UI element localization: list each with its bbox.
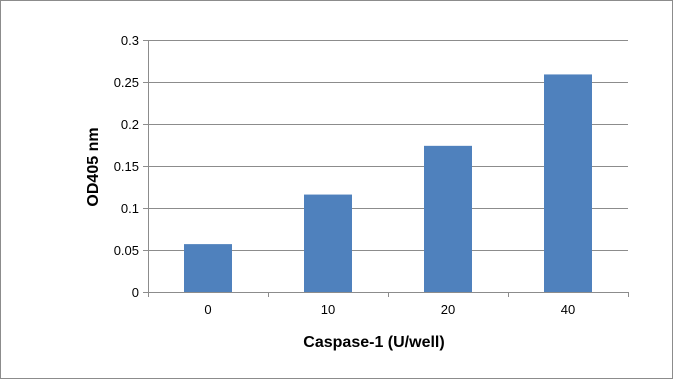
x-axis-title: Caspase-1 (U/well) bbox=[303, 334, 444, 351]
x-tick-labels: 0 10 20 40 bbox=[204, 302, 575, 317]
x-tick-label: 0 bbox=[204, 302, 211, 317]
y-tick-label: 0.2 bbox=[121, 117, 139, 132]
y-tick-label: 0.3 bbox=[121, 33, 139, 48]
y-axis-title: OD405 nm bbox=[85, 127, 102, 206]
bar-40 bbox=[544, 74, 592, 292]
y-tick-labels: 0 0.05 0.1 0.15 0.2 0.25 0.3 bbox=[114, 33, 139, 300]
bar-10 bbox=[304, 194, 352, 292]
y-tick-label: 0.25 bbox=[114, 75, 139, 90]
y-tick-label: 0.1 bbox=[121, 201, 139, 216]
x-tick-label: 40 bbox=[561, 302, 575, 317]
x-tick-label: 10 bbox=[321, 302, 335, 317]
axes bbox=[143, 40, 629, 297]
bars bbox=[184, 74, 592, 292]
x-tick-label: 20 bbox=[441, 302, 455, 317]
y-tick-label: 0.05 bbox=[114, 243, 139, 258]
y-tick-label: 0 bbox=[132, 285, 139, 300]
bar-20 bbox=[424, 145, 472, 292]
bar-0 bbox=[184, 244, 232, 292]
y-tick-label: 0.15 bbox=[114, 159, 139, 174]
